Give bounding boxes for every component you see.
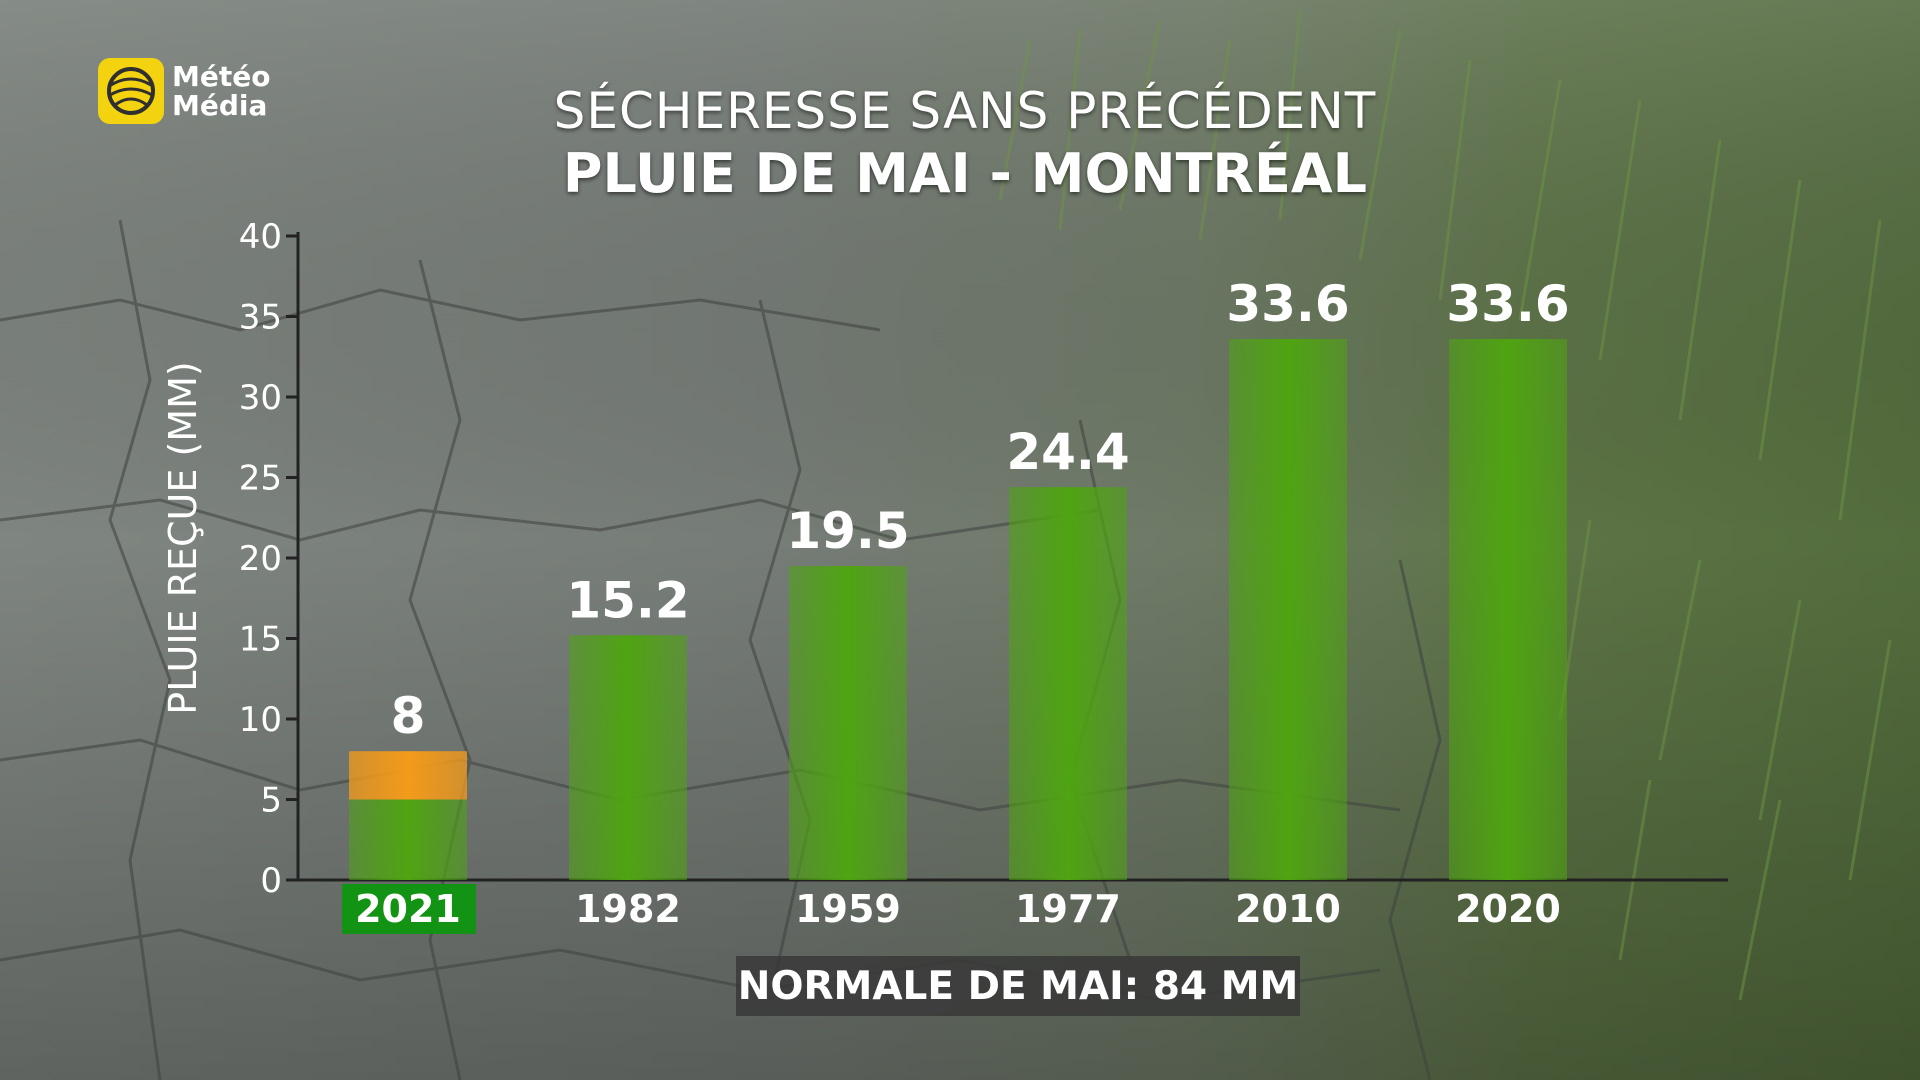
bar-2021-base: [349, 799, 467, 880]
category-label-1977: 1977: [1015, 887, 1121, 931]
bar-1982: [569, 635, 687, 880]
bar-1959: [789, 566, 907, 880]
bar-1977: [1009, 487, 1127, 880]
value-label-2020: 33.6: [1446, 275, 1569, 333]
logo-line1: Météo: [172, 60, 271, 93]
category-label-1982: 1982: [575, 887, 681, 931]
y-tick-label: 15: [239, 620, 282, 660]
value-label-2010: 33.6: [1226, 275, 1349, 333]
chart-title: SÉCHERESSE SANS PRÉCÉDENT: [553, 82, 1377, 140]
bar-2021-top: [349, 751, 467, 800]
y-tick-label: 30: [239, 378, 282, 418]
value-label-2021: 8: [391, 687, 426, 745]
y-tick-label: 25: [239, 459, 282, 499]
highlight-label-bg: [342, 884, 476, 934]
logo-line2: Média: [172, 89, 268, 122]
value-label-1959: 19.5: [786, 502, 909, 560]
chart-subtitle: PLUIE DE MAI - MONTRÉAL: [562, 142, 1368, 205]
y-tick-label: 35: [239, 298, 282, 338]
y-tick-label: 40: [239, 217, 282, 257]
y-axis-title: PLUIE REÇUE (MM): [161, 361, 205, 714]
globe-icon: [98, 58, 164, 124]
bar-2010: [1229, 339, 1347, 880]
y-tick-label: 20: [239, 539, 282, 579]
category-label-1959: 1959: [795, 887, 901, 931]
category-label-2010: 2010: [1235, 887, 1341, 931]
value-label-1982: 15.2: [566, 571, 689, 629]
bar-2020: [1449, 339, 1567, 880]
y-tick-label: 5: [260, 781, 282, 821]
category-label-2020: 2020: [1455, 887, 1561, 931]
logo-wordmark: Météo Média: [172, 62, 270, 120]
meteomedia-logo: Météo Média: [98, 56, 270, 126]
y-tick-label: 10: [239, 700, 282, 740]
value-label-1977: 24.4: [1006, 423, 1129, 481]
normal-rainfall-note: NORMALE DE MAI: 84 MM: [736, 956, 1300, 1016]
category-label-2021: 2021: [355, 887, 461, 931]
y-tick-label: 0: [260, 861, 282, 901]
